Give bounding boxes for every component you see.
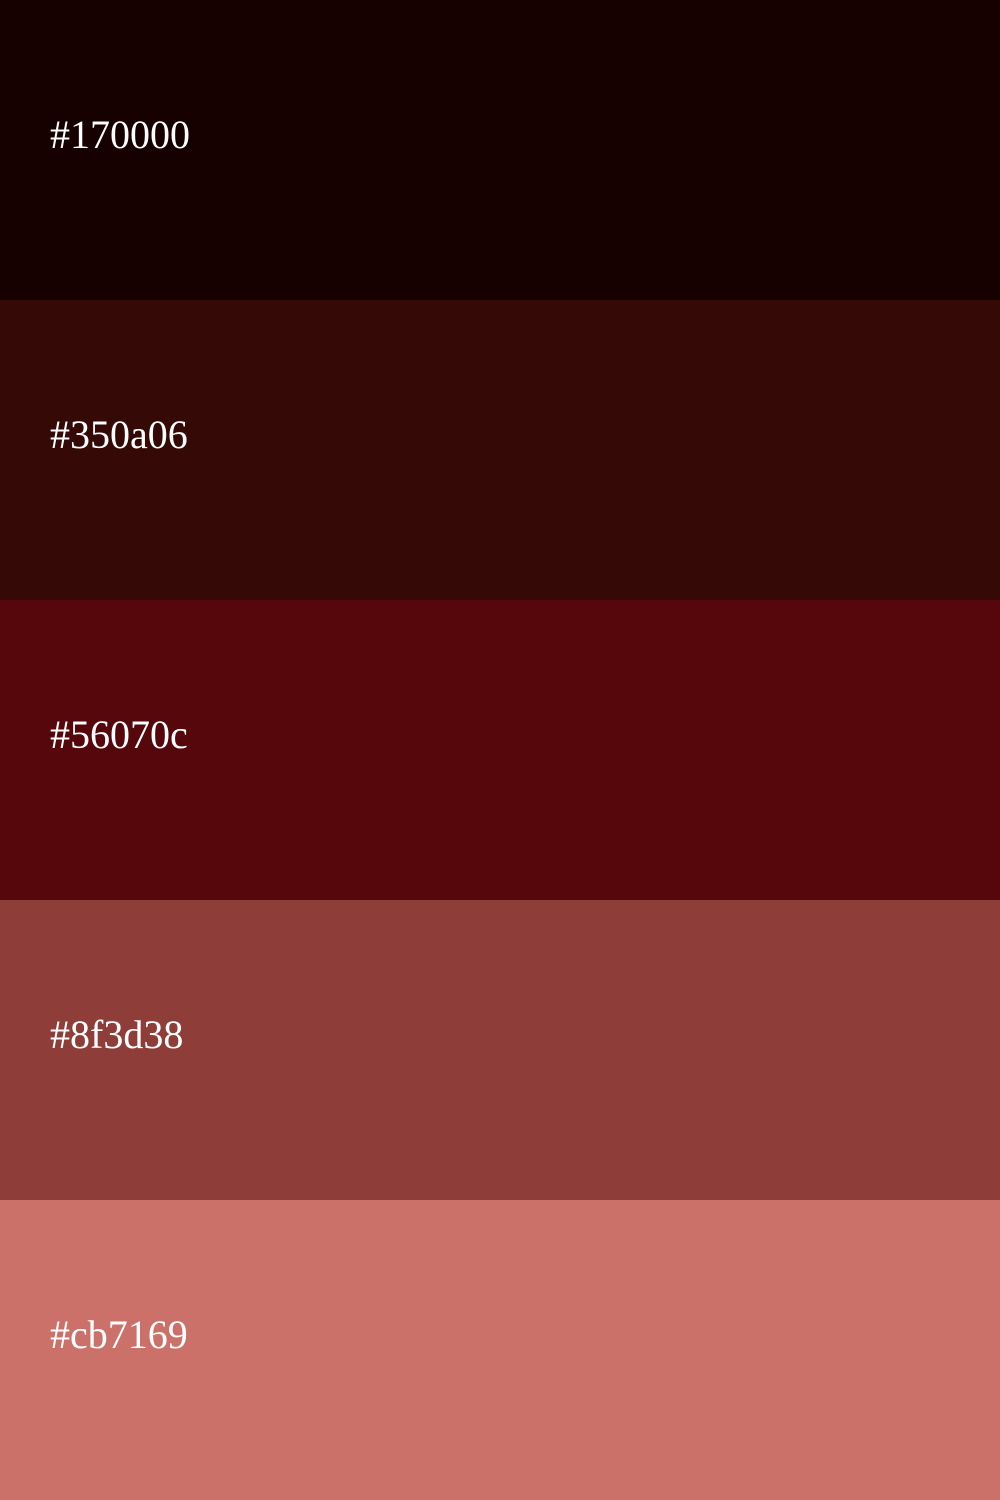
swatch-hex-label: #8f3d38: [50, 1012, 184, 1057]
color-swatch-2: #350a06: [0, 300, 1000, 600]
color-swatch-4: #8f3d38: [0, 900, 1000, 1200]
swatch-hex-label: #cb7169: [50, 1312, 188, 1357]
swatch-hex-label: #170000: [50, 112, 190, 157]
color-swatch-1: #170000: [0, 0, 1000, 300]
color-swatch-5: #cb7169: [0, 1200, 1000, 1500]
swatch-hex-label: #56070c: [50, 712, 188, 757]
color-swatch-3: #56070c: [0, 600, 1000, 900]
swatch-hex-label: #350a06: [50, 412, 188, 457]
